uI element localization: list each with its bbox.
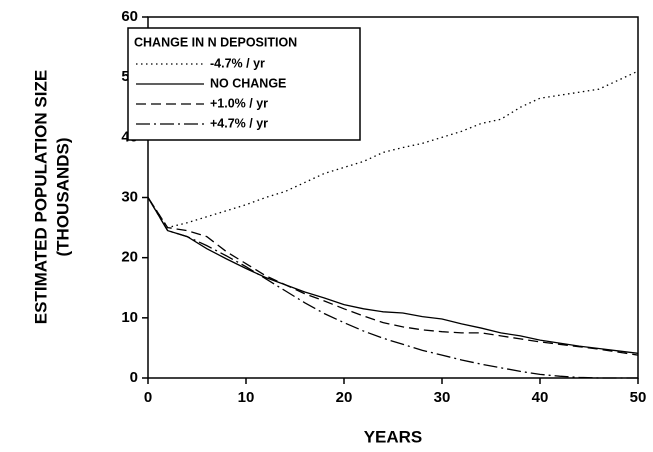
series-line [147, 70, 639, 229]
x-tick-label: 0 [144, 389, 152, 406]
x-tick-label: 20 [336, 389, 353, 406]
x-axis-label: YEARS [364, 427, 423, 446]
legend-label: +1.0% / yr [210, 96, 268, 110]
y-axis-label: ESTIMATED POPULATION SIZE [31, 70, 50, 324]
y-tick-label: 20 [121, 249, 138, 266]
legend-title: CHANGE IN N DEPOSITION [134, 35, 297, 49]
y-tick-label: 0 [130, 369, 138, 386]
x-tick-label: 50 [630, 389, 647, 406]
legend-box [127, 27, 361, 141]
y-axis-label: (THOUSANDS) [53, 138, 72, 257]
legend-label: +4.7% / yr [210, 116, 268, 130]
y-tick-label: 30 [121, 188, 138, 205]
legend-label: NO CHANGE [210, 76, 286, 90]
y-tick-label: 10 [121, 309, 138, 326]
series-line [147, 197, 639, 354]
y-tick-label: 60 [121, 8, 138, 25]
x-tick-label: 10 [238, 389, 255, 406]
x-tick-label: 40 [532, 389, 549, 406]
series-line [147, 197, 638, 379]
x-tick-label: 30 [434, 389, 451, 406]
series-line [147, 197, 639, 356]
legend-label: -4.7% / yr [210, 56, 265, 70]
